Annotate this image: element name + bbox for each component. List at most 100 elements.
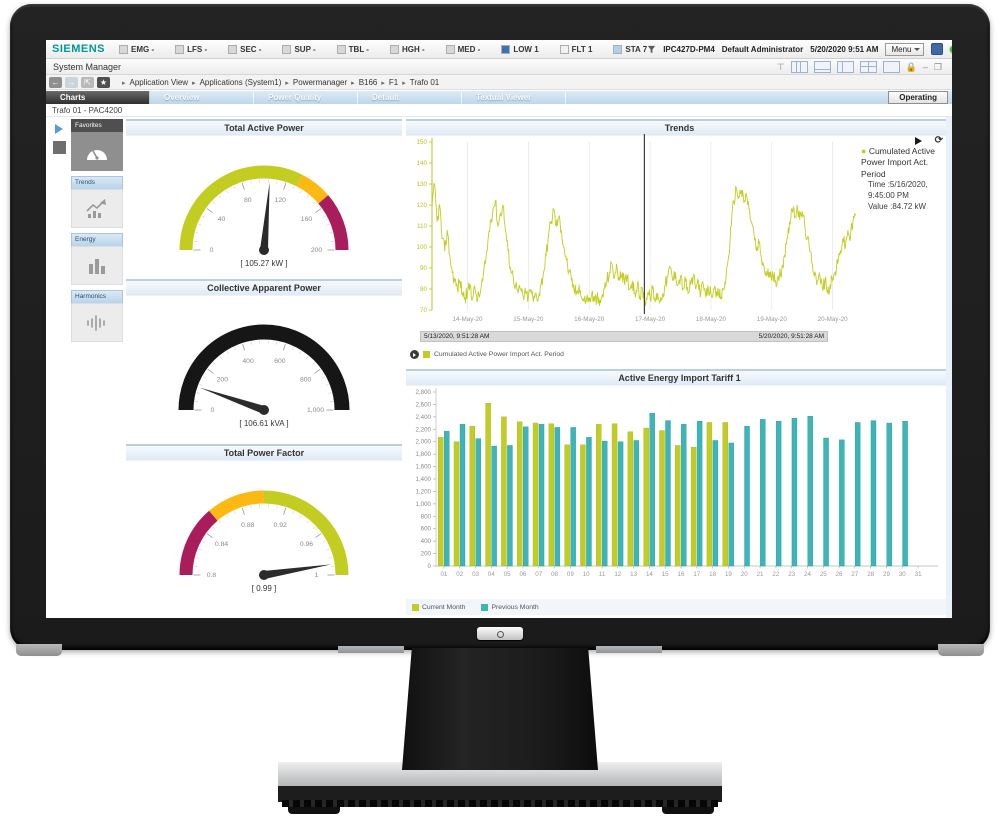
bar-current-month[interactable] (485, 402, 491, 567)
bar-current-month[interactable] (564, 444, 570, 567)
bar-previous-month[interactable] (475, 438, 482, 567)
menu-item-hgh[interactable]: HGH - (389, 44, 425, 54)
bar-previous-month[interactable] (570, 427, 576, 567)
tab-default[interactable]: Default (358, 91, 462, 104)
bar-previous-month[interactable] (744, 425, 750, 567)
bar-previous-month[interactable] (775, 421, 782, 567)
menu-item-sec[interactable]: SEC - (228, 44, 261, 54)
restore-icon[interactable]: ❐ (933, 61, 942, 72)
menu-item-med[interactable]: MED - (445, 44, 480, 54)
bar-previous-month[interactable] (728, 442, 734, 567)
bar-current-month[interactable] (517, 421, 523, 567)
bar-current-month[interactable] (659, 430, 665, 567)
menu-dropdown[interactable]: Menu (885, 42, 925, 56)
bar-previous-month[interactable] (633, 440, 640, 567)
menu-item-flt1[interactable]: FLT 1 (559, 44, 592, 54)
back-button[interactable]: ← (49, 76, 62, 88)
pin-icon[interactable]: ⊤ (776, 61, 785, 72)
breadcrumb-item[interactable]: Application View (129, 77, 189, 87)
bar-previous-month[interactable] (649, 412, 655, 567)
breadcrumb-item[interactable]: Trafo 01 (409, 77, 440, 87)
sidebar-item-favorites[interactable]: Favorites (71, 119, 123, 171)
bar-previous-month[interactable] (712, 440, 719, 567)
bar-previous-month[interactable] (696, 421, 703, 567)
favorites-star-button[interactable]: ★ (97, 76, 110, 88)
bar-previous-month[interactable] (444, 430, 450, 567)
play-icon[interactable] (914, 137, 926, 145)
filter-icon[interactable] (647, 45, 656, 54)
bar-current-month[interactable] (690, 447, 697, 567)
sidebar-item-trends[interactable]: Trends (71, 176, 123, 228)
breadcrumb-item[interactable]: F1 (388, 77, 399, 87)
bar-previous-month[interactable] (602, 440, 608, 567)
bar-previous-month[interactable] (760, 419, 766, 567)
bar-previous-month[interactable] (791, 417, 798, 567)
bar-previous-month[interactable] (523, 426, 529, 567)
bar-previous-month[interactable] (538, 424, 545, 567)
menu-item-tbl[interactable]: TBL - (336, 44, 369, 54)
bar-previous-month[interactable] (902, 421, 908, 567)
tab-power-quality[interactable]: Power Quality (254, 91, 358, 104)
layout-columns-icon[interactable] (790, 60, 808, 73)
bar-current-month[interactable] (627, 431, 634, 567)
sidebar-expander-icon[interactable] (55, 124, 68, 134)
minimize-icon[interactable]: – (922, 61, 928, 72)
dock-handle[interactable] (53, 141, 66, 154)
bar-current-month[interactable] (580, 444, 586, 567)
menu-item-lfs[interactable]: LFS - (175, 44, 207, 54)
bar-previous-month[interactable] (886, 422, 892, 567)
bar-previous-month[interactable] (665, 420, 671, 567)
menu-item-emg[interactable]: EMG - (119, 44, 154, 54)
bar-current-month[interactable] (469, 425, 476, 567)
menu-item-sup[interactable]: SUP - (282, 44, 316, 54)
trends-chart[interactable]: 14-May-20 15-May-20 16-May-20 17-May-20 18-M… (406, 134, 952, 330)
breadcrumb[interactable]: ▸ Application View ▸ Applications (System1)… (118, 78, 439, 87)
bar-current-month[interactable] (611, 423, 618, 567)
menu-item-low1[interactable]: LOW 1 (501, 44, 539, 54)
bar-current-month[interactable] (643, 427, 649, 567)
layout-bottombar-icon[interactable] (813, 60, 831, 73)
bar-current-month[interactable] (438, 437, 444, 567)
layout-grid-icon[interactable] (859, 60, 877, 73)
layout-single-icon[interactable] (882, 60, 900, 73)
bar-current-month[interactable] (453, 441, 460, 567)
bar-current-month[interactable] (532, 422, 539, 567)
app-tray-icon[interactable] (931, 43, 944, 55)
bar-current-month[interactable] (706, 422, 713, 567)
power-button[interactable] (477, 627, 523, 640)
menu-item-sta7[interactable]: STA 7 (613, 44, 647, 54)
bar-previous-month[interactable] (507, 445, 513, 567)
breadcrumb-item[interactable]: Powermanager (292, 77, 348, 87)
bar-previous-month[interactable] (617, 441, 624, 567)
right-scroll-strip[interactable] (946, 117, 952, 618)
bar-current-month[interactable] (501, 416, 507, 567)
toggle-series-icon[interactable] (410, 350, 419, 359)
sidebar-item-harmonics[interactable]: Harmonics (71, 290, 123, 342)
forward-button[interactable]: → (65, 76, 78, 88)
bar-previous-month[interactable] (491, 445, 497, 567)
trends-legend[interactable]: Cumulated Active Power Import Act. Perio… (410, 350, 564, 359)
bar-current-month[interactable] (548, 423, 555, 567)
tab-textual-viewer[interactable]: Textual Viewer (462, 91, 566, 104)
bar-previous-month[interactable] (554, 427, 561, 567)
bar-previous-month[interactable] (870, 420, 877, 567)
bar-previous-month[interactable] (586, 437, 592, 567)
bar-current-month[interactable] (722, 422, 728, 567)
tab-overview[interactable]: Overview (150, 91, 254, 104)
bar-previous-month[interactable] (681, 424, 687, 567)
bar-current-month[interactable] (596, 424, 602, 567)
bar-previous-month[interactable] (807, 416, 813, 567)
bar-previous-month[interactable] (854, 422, 861, 567)
time-range-scrollbar[interactable]: 5/13/2020, 9:51:28 AM 5/20/2020, 9:51:28… (420, 331, 828, 342)
bar-previous-month[interactable] (823, 437, 829, 567)
layout-sidebar-icon[interactable] (836, 60, 854, 73)
bar-previous-month[interactable] (459, 424, 466, 567)
tab-charts[interactable]: Charts (46, 91, 150, 104)
energy-bar-chart[interactable]: 0 200 400 600 800 1,000 1,200 1,400 1,600 1,800 2,… (406, 384, 952, 594)
lock-icon[interactable]: 🔒 (905, 61, 917, 72)
breadcrumb-item[interactable]: B166 (358, 77, 378, 87)
breadcrumb-item[interactable]: Applications (System1) (199, 77, 282, 87)
refresh-icon[interactable]: ⟳ (934, 135, 943, 146)
sidebar-item-energy[interactable]: Energy (71, 233, 123, 285)
bar-previous-month[interactable] (839, 439, 845, 567)
